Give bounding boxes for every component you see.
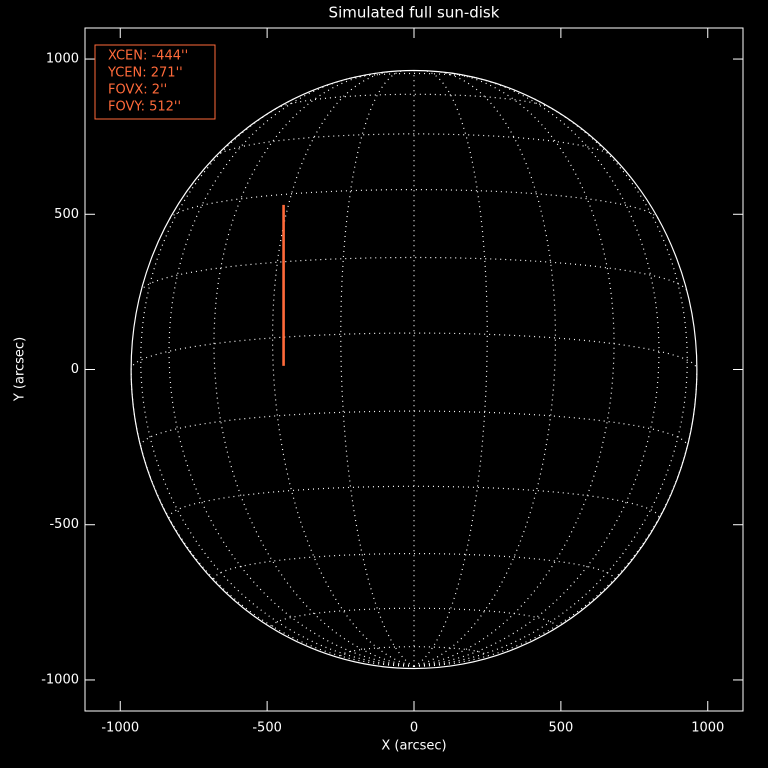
grid-line: [340, 646, 488, 657]
info-text: YCEN: 271'': [107, 66, 183, 81]
grid-line: [168, 76, 415, 667]
x-axis-label: X (arcsec): [381, 739, 446, 754]
info-box: [94, 44, 216, 120]
x-tick-label: 500: [548, 721, 573, 736]
y-tick-label: -500: [49, 517, 79, 532]
x-tick-label: 0: [410, 721, 418, 736]
grid-line: [130, 332, 698, 370]
solar-limb: [130, 69, 698, 670]
grid-line: [340, 70, 415, 667]
grid-line: [215, 133, 613, 157]
info-text: FOVX: 2'': [108, 83, 167, 98]
info-text: XCEN: -444'': [108, 49, 188, 64]
x-tick-label: -500: [252, 721, 282, 736]
x-tick-label: -1000: [101, 721, 139, 736]
chart-title: Simulated full sun-disk: [329, 4, 500, 22]
grid-line: [140, 98, 415, 667]
field-of-view: [282, 204, 285, 366]
y-tick-label: 500: [54, 207, 79, 222]
x-tick-label: 1000: [691, 721, 724, 736]
y-tick-label: 1000: [46, 52, 79, 67]
grid-line: [413, 70, 556, 667]
grid-line: [413, 70, 488, 667]
y-tick-label: -1000: [41, 672, 79, 687]
grid-line: [413, 98, 688, 667]
grid-line: [272, 70, 415, 667]
grid-line: [413, 76, 660, 667]
y-axis-label: Y (arcsec): [13, 337, 28, 402]
y-tick-label: 0: [71, 362, 79, 377]
info-text: FOVY: 512'': [108, 100, 181, 115]
